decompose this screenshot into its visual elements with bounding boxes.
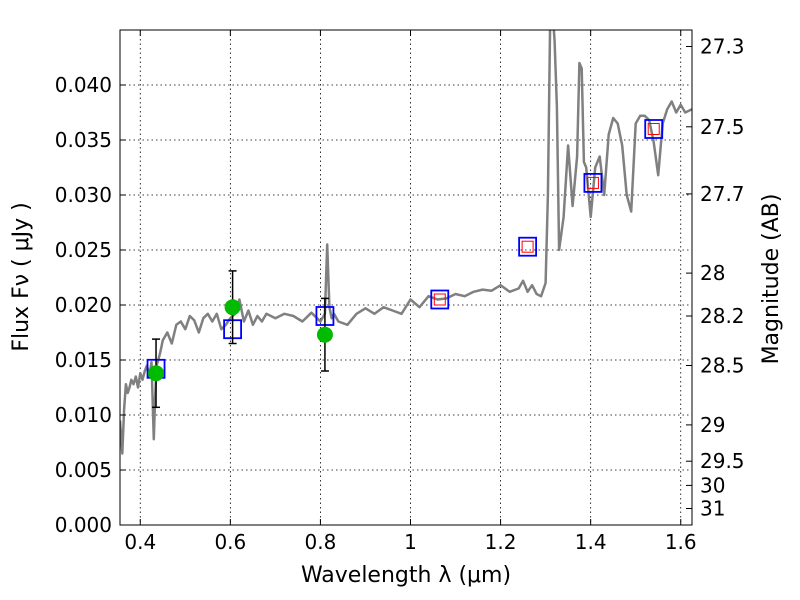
red-square-point <box>647 123 660 135</box>
y-axis-ticks: 0.000 0.005 0.010 0.015 0.020 0.025 0.030 0.035… <box>55 73 126 537</box>
grid <box>120 30 692 526</box>
spectrum-line <box>120 30 692 455</box>
y-tick-label: 0.040 <box>55 73 112 97</box>
marker-series <box>146 119 664 409</box>
spectrum-series <box>120 30 692 455</box>
red-square-point <box>521 240 534 253</box>
right-tick-label: 28.2 <box>700 304 745 328</box>
x-tick-label: 1.4 <box>575 530 607 554</box>
right-tick-label: 29.5 <box>700 449 745 473</box>
right-tick-label: 29 <box>700 413 725 437</box>
y-tick-label: 0.015 <box>55 348 112 372</box>
x-tick-label: 0.6 <box>214 530 246 554</box>
y-tick-label: 0.030 <box>55 183 112 207</box>
x-tick-label: 0.8 <box>305 530 337 554</box>
green-circle-point <box>148 365 165 382</box>
red-square-point <box>433 293 446 306</box>
blue-square-point <box>583 172 603 193</box>
x-axis-label: Wavelength λ (μm) <box>301 563 511 588</box>
green-circle-point <box>316 326 333 343</box>
x-tick-label: 1.6 <box>665 530 697 554</box>
blue-square-point <box>518 236 538 257</box>
plot-area <box>119 29 693 526</box>
y-tick-label: 0.025 <box>55 238 112 262</box>
y-tick-label: 0.005 <box>55 458 112 482</box>
right-tick-label: 28.5 <box>700 354 745 378</box>
green-circle-point <box>224 299 241 316</box>
y-tick-label: 0.020 <box>55 293 112 317</box>
plot-background <box>120 30 692 525</box>
y-tick-label: 0.010 <box>55 403 112 427</box>
blue-square-point <box>644 119 664 139</box>
blue-square-point <box>430 289 450 310</box>
right-tick-label: 27.5 <box>700 115 745 139</box>
right-tick-label: 30 <box>700 473 725 497</box>
right-tick-label: 27.3 <box>700 35 745 59</box>
x-tick-label: 0.4 <box>124 530 156 554</box>
right-tick-label: 31 <box>700 497 725 521</box>
x-tick-label: 1.2 <box>485 530 517 554</box>
right-tick-label: 27.7 <box>700 182 745 206</box>
red-square-point <box>586 176 599 189</box>
right-axis-label: Magnitude (AB) <box>759 194 784 365</box>
y-tick-label: 0.000 <box>55 513 112 537</box>
plot-frame <box>119 29 693 526</box>
y-tick-label: 0.035 <box>55 128 112 152</box>
right-tick-label: 28 <box>700 261 725 285</box>
y-axis-label: Flux Fν ( μJy ) <box>9 202 34 351</box>
x-axis-ticks: 0.4 0.6 0.8 1 1.2 1.4 1.6 <box>124 30 697 554</box>
x-tick-label: 1 <box>404 530 417 554</box>
